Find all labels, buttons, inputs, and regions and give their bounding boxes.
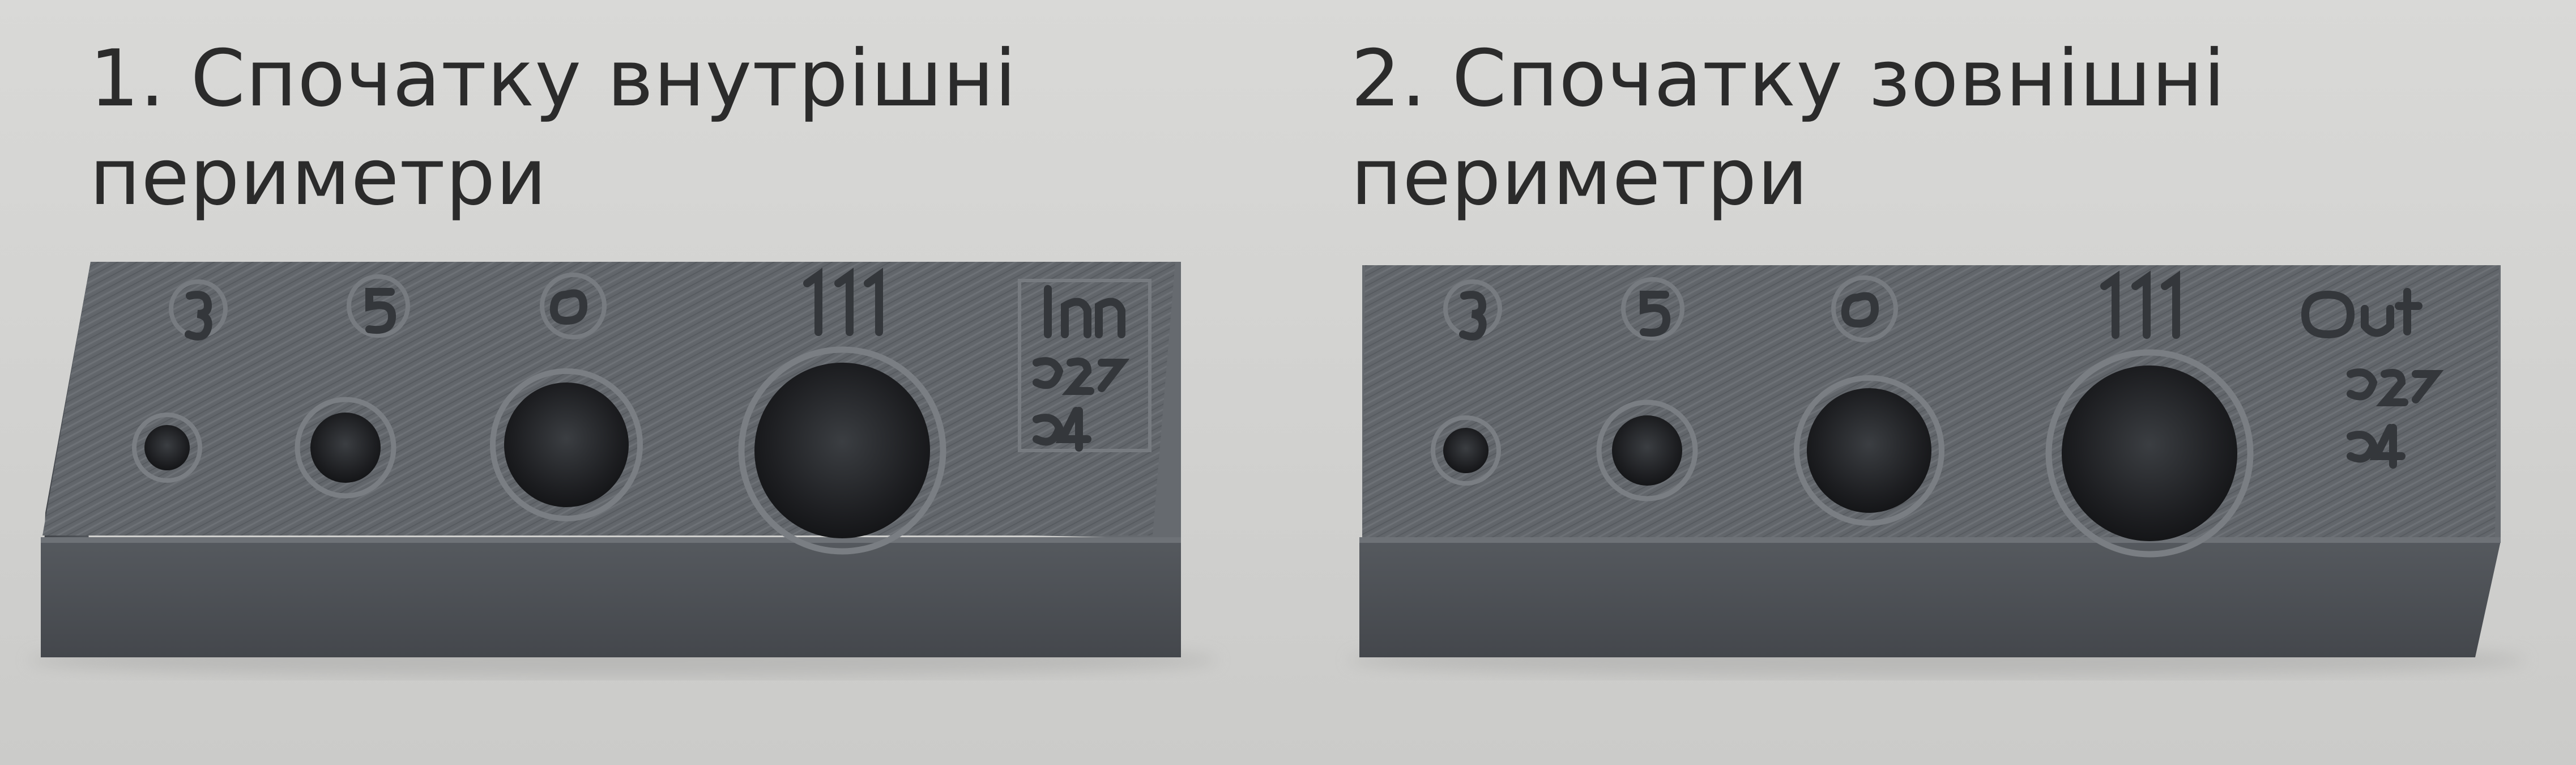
caption-outer-perimeters-first: 2. Спочатку зовнішні периметри — [1351, 29, 2225, 227]
caption-line-1: 1. Спочатку внутрішні — [89, 33, 1017, 124]
caption-line-2: периметри — [89, 131, 548, 223]
caption-inner-perimeters-first: 1. Спочатку внутрішні периметри — [89, 29, 1017, 227]
top-surface — [42, 262, 1175, 536]
hole — [2045, 349, 2254, 558]
hole — [738, 346, 946, 555]
embossed-digits — [169, 267, 1151, 452]
hole — [132, 413, 202, 483]
hole — [295, 397, 396, 499]
hole — [1794, 375, 1944, 526]
embossed-digits — [1443, 270, 2444, 469]
caption-line-2: периметри — [1351, 131, 1809, 223]
hole — [1431, 415, 1501, 486]
hole — [1596, 400, 1698, 502]
printed-block-inner-first — [28, 262, 1218, 677]
hole — [490, 368, 643, 521]
caption-line-1: 2. Спочатку зовнішні — [1351, 33, 2226, 124]
printed-block-outer-first — [1348, 265, 2526, 677]
top-surface — [1362, 265, 2499, 538]
